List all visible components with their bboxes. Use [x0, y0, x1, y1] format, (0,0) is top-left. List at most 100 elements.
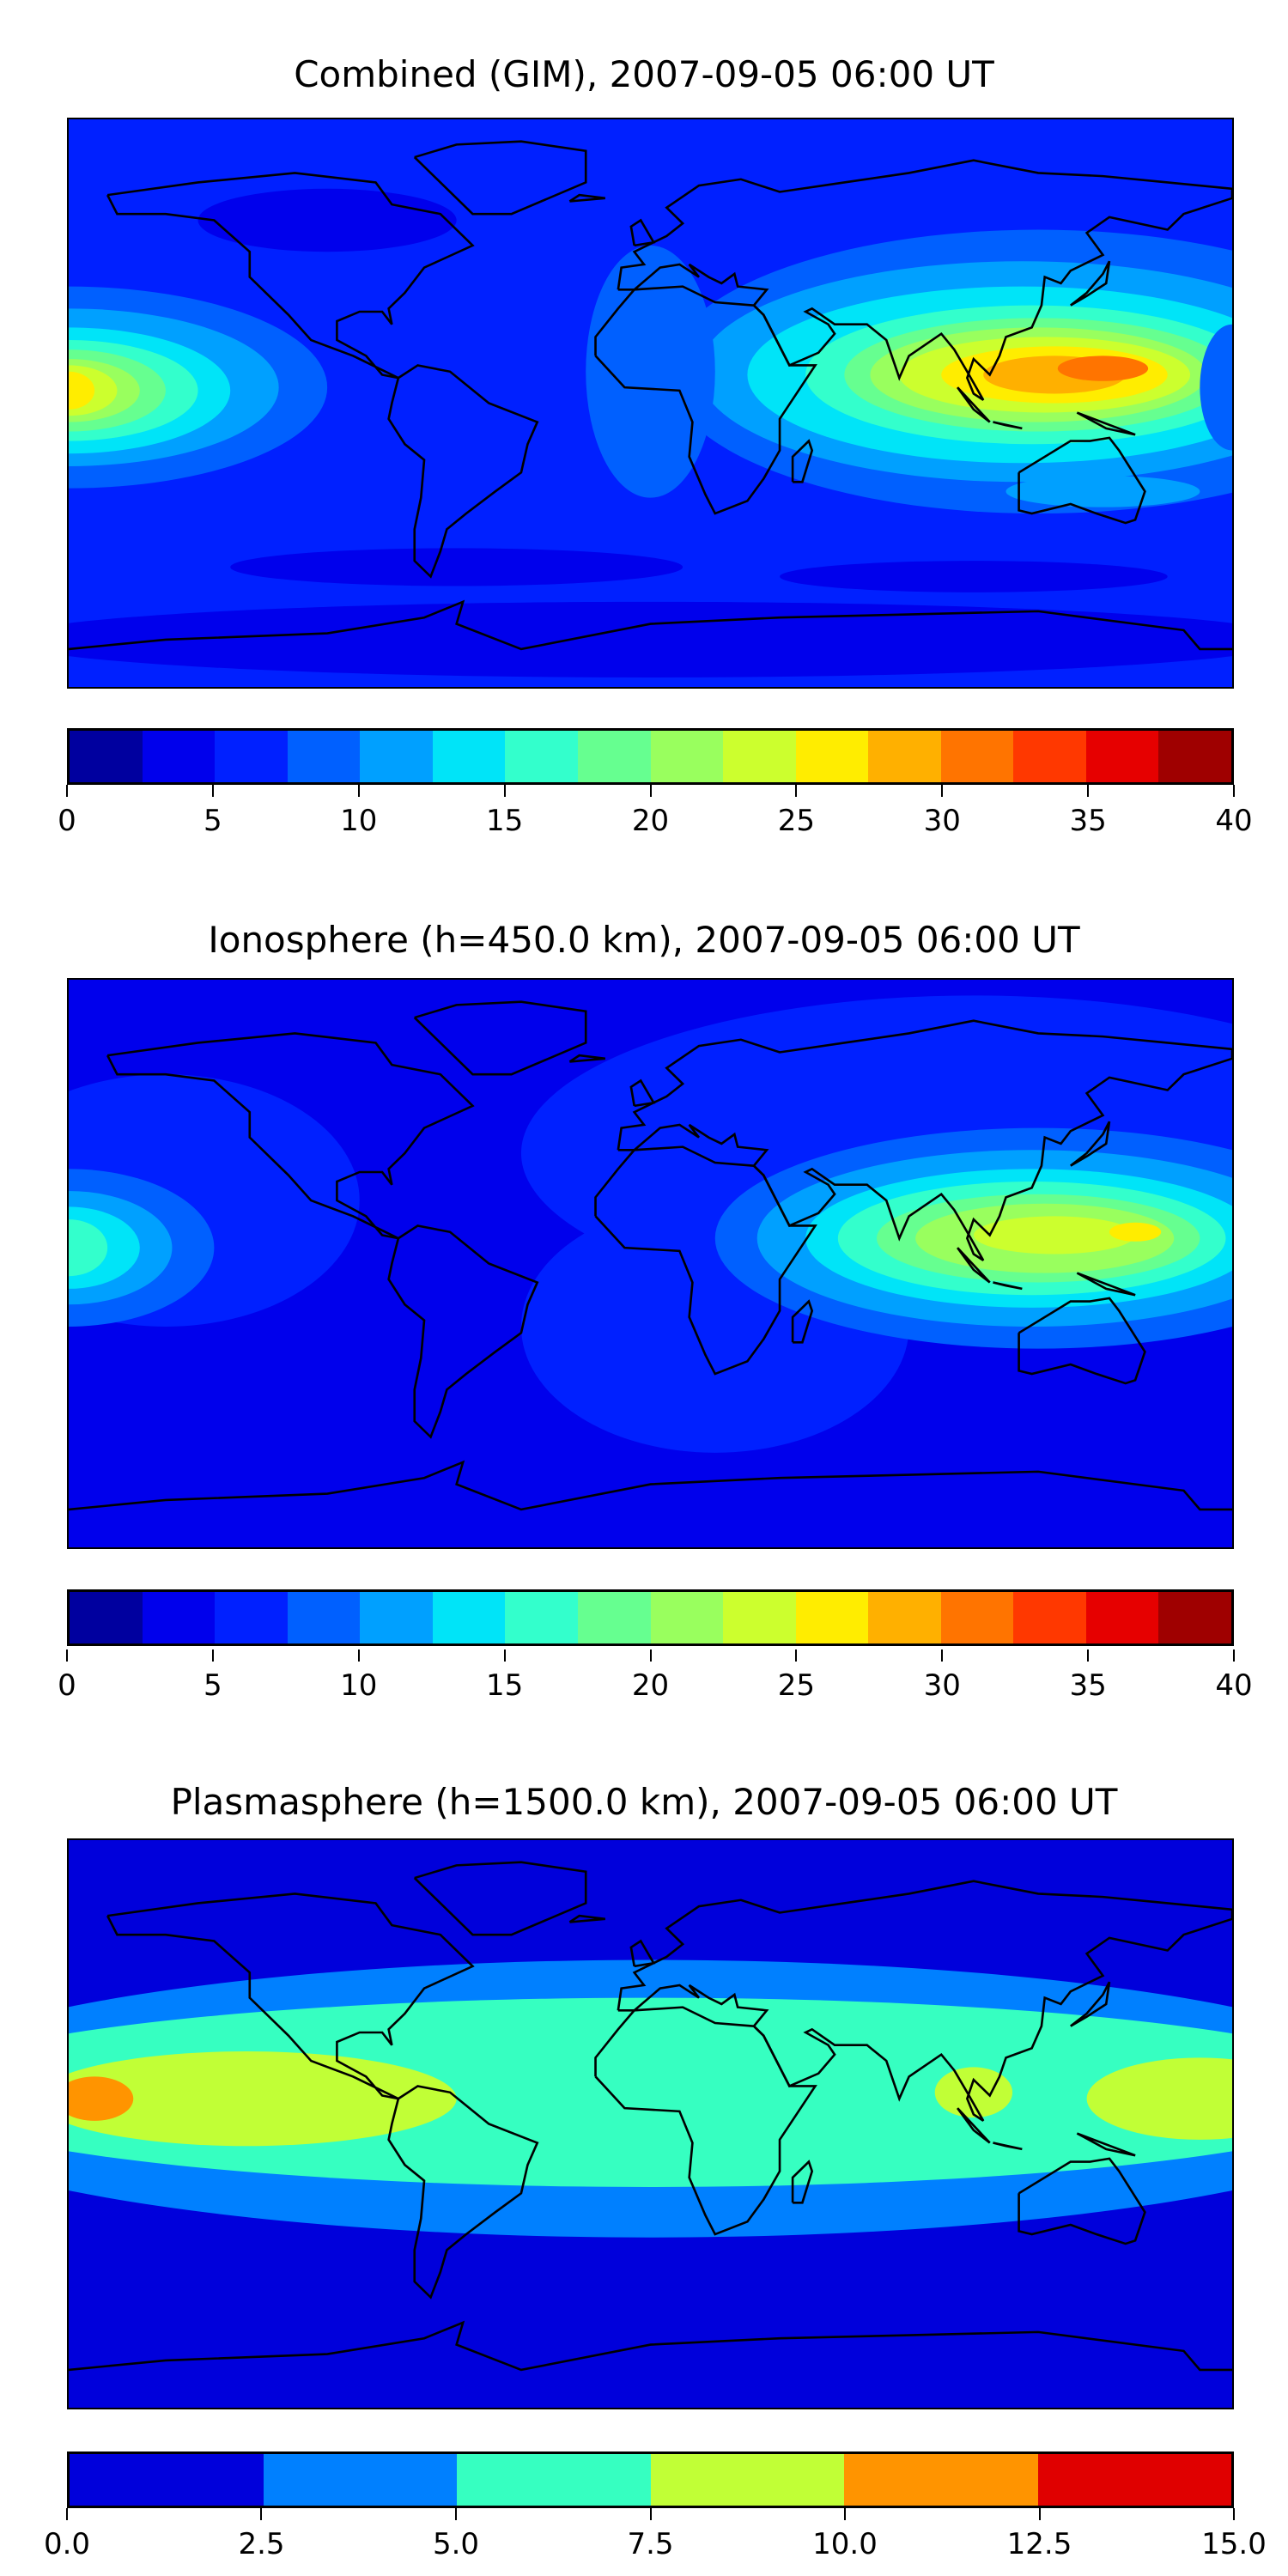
tick-label: 10 — [340, 1668, 378, 1703]
colorbar-segment — [70, 2454, 264, 2506]
colorbar-segment — [360, 731, 433, 782]
tick-mark — [454, 2508, 457, 2520]
contour-region — [1109, 1222, 1162, 1242]
tick-mark — [66, 785, 68, 797]
coastline — [594, 1145, 817, 1376]
tick-label: 20 — [631, 804, 670, 838]
tick-label: 20 — [631, 1668, 670, 1703]
coastline — [106, 1893, 475, 2100]
coastline — [413, 1000, 587, 1076]
tick-label: 2.5 — [238, 2527, 285, 2561]
tick-label: 15 — [485, 1668, 524, 1703]
contour-region — [69, 601, 1232, 677]
colorbar-segment — [263, 2454, 457, 2506]
colorbar-segment — [142, 731, 216, 782]
colorbar-segment — [1037, 2454, 1231, 2506]
colorbar-segment — [360, 1592, 433, 1643]
colorbar-ticks: 0 5 10 15 20 25 30 35 40 — [58, 1649, 1253, 1710]
coastline — [993, 2142, 1023, 2151]
tick-mark — [503, 785, 506, 797]
tick-label: 40 — [1215, 1668, 1253, 1703]
coastline — [956, 386, 991, 423]
colorbar-segment — [432, 1592, 506, 1643]
coastline — [413, 1861, 587, 1936]
coastline — [387, 1224, 539, 1439]
coastline — [69, 599, 1232, 651]
contour-region — [69, 2051, 457, 2147]
coastline — [617, 159, 1232, 401]
contour-map — [69, 1840, 1232, 2408]
tick-mark — [211, 1649, 214, 1662]
coastline — [1076, 2132, 1136, 2157]
contour-region — [197, 188, 457, 252]
coastline — [629, 1078, 656, 1108]
colorbar-segment — [1085, 731, 1159, 782]
colorbar-segment — [650, 2454, 844, 2506]
coastline — [387, 364, 539, 579]
tick-mark — [1087, 785, 1090, 797]
coastline — [956, 2107, 991, 2144]
colorbar-segment — [1158, 1592, 1231, 1643]
colorbar-segment — [723, 731, 796, 782]
tick-label: 10.0 — [812, 2527, 878, 2561]
coastline — [956, 1247, 991, 1284]
coastline — [617, 1019, 1232, 1261]
tick-label: 5 — [204, 1668, 222, 1703]
contour-region — [1057, 355, 1149, 381]
tick-mark — [1087, 1649, 1090, 1662]
colorbar-segment — [1158, 731, 1231, 782]
tick-mark — [211, 785, 214, 797]
colorbar-segment — [432, 731, 506, 782]
colorbar-segment — [577, 731, 651, 782]
tick-label: 10 — [340, 804, 378, 838]
colorbar-segment — [940, 1592, 1014, 1643]
tick-mark — [1038, 2508, 1041, 2520]
tick-mark — [357, 785, 360, 797]
colorbar-segment — [142, 1592, 216, 1643]
tick-label: 25 — [777, 804, 816, 838]
colorbar-segment — [868, 731, 941, 782]
map-panel — [67, 1838, 1234, 2409]
tick-label: 5.0 — [432, 2527, 480, 2561]
tick-label: 40 — [1215, 804, 1253, 838]
coastline — [791, 2160, 814, 2204]
contour-region — [586, 245, 715, 498]
tick-mark — [649, 2508, 652, 2520]
coastline — [1076, 411, 1136, 436]
colorbar-segment — [795, 1592, 869, 1643]
tick-label: 0 — [58, 1668, 76, 1703]
coastline — [106, 172, 475, 380]
colorbar-segment — [723, 1592, 796, 1643]
colorbar-segment — [1013, 731, 1086, 782]
chart-title: Combined (GIM), 2007-09-05 06:00 UT — [294, 53, 994, 95]
colorbar-segment — [505, 731, 578, 782]
coastline — [1018, 2157, 1146, 2245]
colorbar-segment — [1085, 1592, 1159, 1643]
chart-title: Ionosphere (h=450.0 km), 2007-09-05 06:0… — [208, 919, 1080, 961]
contour-region — [69, 2076, 134, 2121]
coastline — [1069, 1981, 1111, 2027]
colorbar-segment — [795, 731, 869, 782]
chart-title: Plasmasphere (h=1500.0 km), 2007-09-05 0… — [170, 1781, 1118, 1823]
coastline — [791, 439, 814, 483]
coastline — [568, 1054, 605, 1063]
tick-label: 25 — [777, 1668, 816, 1703]
tick-label: 30 — [923, 804, 961, 838]
tick-mark — [795, 785, 798, 797]
tick-mark — [941, 785, 944, 797]
coastline — [1018, 436, 1146, 525]
tick-mark — [1233, 1649, 1235, 1662]
colorbar-segment — [457, 2454, 651, 2506]
tick-mark — [503, 1649, 506, 1662]
map-panel — [67, 118, 1234, 689]
colorbar-segment — [287, 1592, 361, 1643]
coastline — [1076, 1272, 1136, 1297]
colorbar-segment — [650, 731, 724, 782]
colorbar-segment — [940, 731, 1014, 782]
colorbar — [67, 728, 1234, 785]
colorbar-ticks: 0 5 10 15 20 25 30 35 40 — [58, 785, 1253, 845]
coastline — [594, 285, 817, 515]
colorbar-segment — [650, 1592, 724, 1643]
tick-mark — [649, 1649, 652, 1662]
contour-region — [69, 371, 95, 410]
